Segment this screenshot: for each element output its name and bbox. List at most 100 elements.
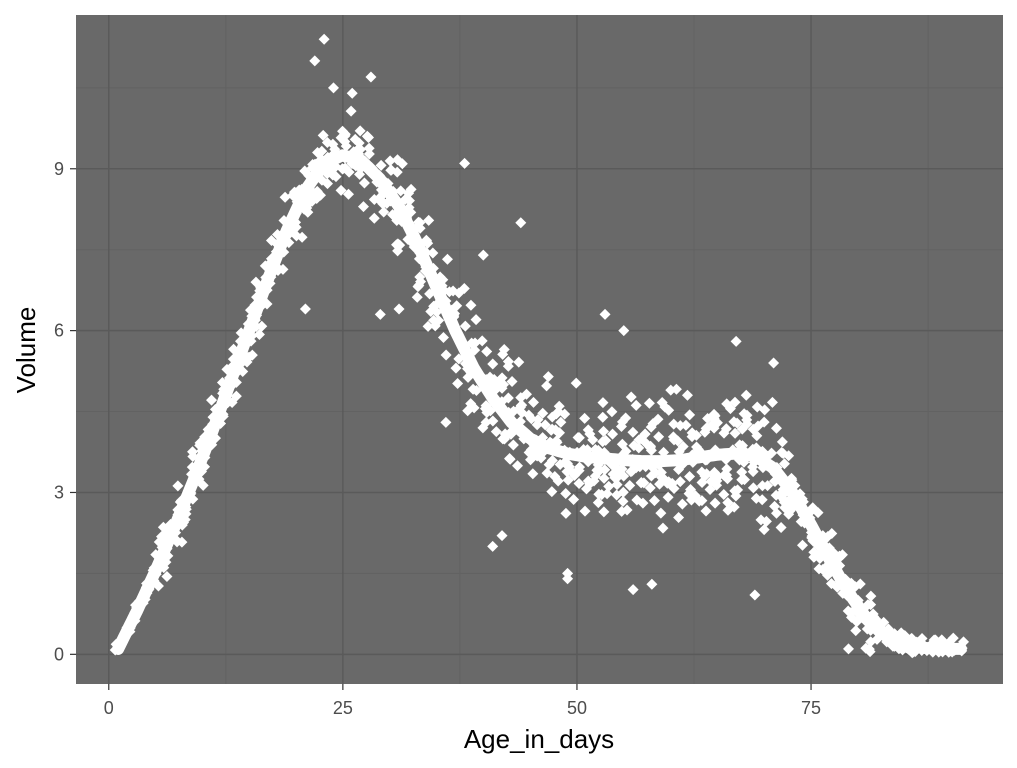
- data-point: [709, 497, 721, 509]
- data-point: [374, 308, 386, 320]
- data-point: [851, 616, 863, 628]
- data-point: [555, 416, 567, 428]
- data-point: [670, 383, 682, 395]
- data-point: [606, 406, 618, 418]
- data-point: [413, 279, 425, 291]
- data-point: [617, 495, 629, 507]
- data-point: [645, 444, 657, 456]
- data-point: [328, 82, 339, 94]
- data-point: [854, 578, 866, 590]
- data-point: [497, 433, 509, 445]
- data-point: [481, 345, 493, 357]
- data-point: [358, 177, 370, 189]
- data-point: [560, 507, 572, 519]
- data-point: [361, 130, 373, 142]
- data-point: [582, 424, 594, 436]
- data-point: [700, 505, 712, 517]
- data-point: [755, 514, 767, 526]
- data-point: [345, 105, 357, 117]
- data-point: [646, 578, 658, 590]
- data-point: [568, 494, 580, 506]
- y-tick-label: 6: [54, 321, 64, 341]
- data-point: [574, 461, 586, 473]
- x-tick-label: 25: [333, 698, 353, 718]
- data-point: [740, 389, 752, 401]
- data-point: [452, 377, 464, 389]
- data-point: [335, 132, 347, 144]
- data-point: [490, 426, 502, 438]
- data-point: [766, 396, 778, 408]
- data-point: [502, 392, 514, 404]
- data-point: [437, 331, 449, 343]
- data-point: [656, 397, 668, 409]
- data-point: [553, 400, 565, 412]
- data-point: [627, 584, 639, 596]
- data-point: [759, 404, 771, 416]
- data-point: [621, 504, 633, 516]
- data-point: [477, 249, 489, 261]
- x-axis-ticks: 0 25 50 75: [104, 684, 821, 718]
- data-point: [340, 140, 352, 152]
- data-point: [562, 573, 574, 585]
- data-point: [561, 466, 573, 478]
- data-point: [433, 315, 445, 327]
- data-point: [506, 376, 518, 388]
- data-point: [616, 416, 628, 428]
- data-point: [487, 358, 499, 370]
- data-point: [598, 506, 610, 518]
- data-point: [721, 469, 733, 481]
- data-point: [607, 428, 619, 440]
- data-point: [601, 488, 613, 500]
- data-point: [728, 416, 740, 428]
- x-tick-label: 0: [104, 698, 114, 718]
- data-point: [673, 464, 685, 476]
- data-point: [724, 403, 736, 415]
- data-point: [677, 441, 689, 453]
- data-point: [680, 419, 692, 431]
- data-point: [176, 536, 188, 548]
- data-point: [668, 482, 680, 494]
- data-point: [747, 482, 759, 494]
- data-point: [739, 474, 751, 486]
- data-point: [681, 389, 693, 401]
- data-point: [561, 458, 573, 470]
- data-point: [428, 300, 440, 312]
- data-point: [770, 422, 782, 434]
- data-point: [627, 426, 639, 438]
- data-point: [657, 522, 669, 534]
- data-point: [562, 474, 574, 486]
- data-point: [776, 436, 788, 448]
- data-point: [655, 507, 667, 519]
- data-point: [253, 329, 265, 341]
- data-point: [546, 486, 558, 498]
- data-point: [542, 371, 554, 383]
- data-point: [539, 419, 551, 431]
- data-point: [843, 643, 854, 655]
- data-point: [663, 404, 675, 416]
- data-point: [635, 477, 647, 489]
- data-point: [314, 189, 326, 201]
- data-point: [718, 488, 730, 500]
- data-point: [440, 349, 452, 361]
- data-point: [624, 479, 636, 491]
- data-point: [487, 540, 499, 552]
- data-point: [598, 472, 610, 484]
- data-point: [947, 632, 959, 644]
- data-point: [730, 490, 742, 502]
- data-point: [279, 191, 291, 203]
- y-tick-label: 3: [54, 482, 64, 502]
- data-point: [729, 427, 741, 439]
- data-point: [318, 33, 330, 45]
- data-point: [708, 422, 720, 434]
- data-point: [598, 425, 610, 437]
- data-point: [230, 390, 242, 402]
- data-point: [751, 430, 763, 442]
- data-point: [775, 521, 787, 533]
- data-point: [391, 166, 403, 178]
- data-point: [783, 450, 795, 462]
- data-point: [411, 291, 423, 303]
- data-point: [672, 435, 684, 447]
- data-point: [496, 372, 508, 384]
- data-point: [316, 145, 328, 157]
- data-point: [296, 231, 308, 243]
